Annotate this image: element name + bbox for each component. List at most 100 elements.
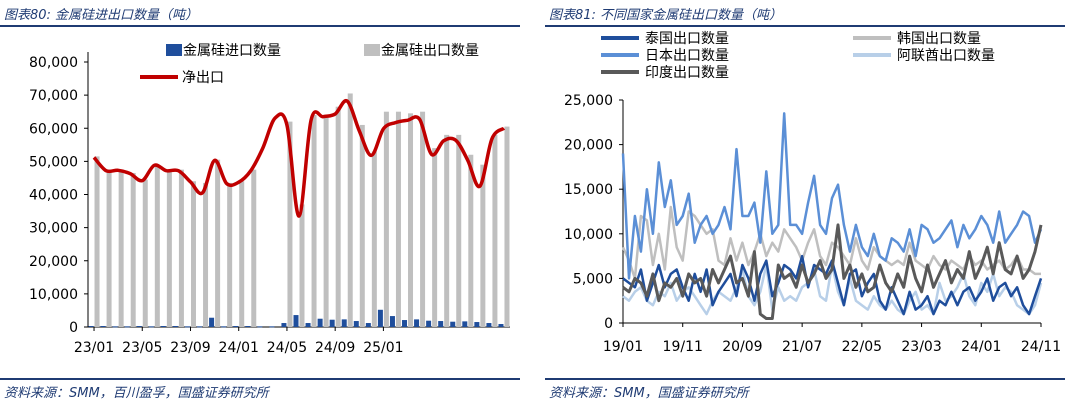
y-tick-label: 40,000 bbox=[29, 188, 78, 204]
export-bar bbox=[190, 181, 196, 327]
import-bar bbox=[160, 326, 166, 328]
import-bar bbox=[389, 316, 395, 327]
x-tick-label: 24/01 bbox=[961, 339, 1001, 355]
net-export-line bbox=[92, 98, 506, 218]
export-bar bbox=[130, 172, 136, 327]
export-bar bbox=[383, 111, 389, 327]
export-bar bbox=[94, 156, 100, 327]
y-tick-label: 0 bbox=[69, 320, 78, 336]
import-bar bbox=[233, 326, 239, 328]
import-bar bbox=[414, 319, 420, 327]
import-bar bbox=[377, 309, 383, 327]
import-bar bbox=[486, 323, 492, 327]
import-bar bbox=[124, 326, 130, 328]
export-bar bbox=[203, 182, 209, 327]
export-bar bbox=[142, 179, 148, 327]
import-bar bbox=[197, 326, 203, 328]
y-tick-label: 10,000 bbox=[29, 287, 78, 303]
x-tick-label: 24/09 bbox=[315, 340, 355, 356]
y-tick-label: 5,000 bbox=[573, 271, 613, 287]
y-tick-label: 60,000 bbox=[29, 121, 78, 137]
left-panel: 图表80: 金属硅进出口数量（吨） 0 10,000 20,000 30,000 40,… bbox=[0, 0, 520, 404]
x-tick-label: 23/05 bbox=[122, 340, 162, 356]
legend-label-uae: 阿联酋出口数量 bbox=[897, 47, 995, 64]
x-tick-label: 20/09 bbox=[722, 339, 762, 355]
export-bar bbox=[468, 154, 474, 327]
y-tick-label: 0 bbox=[604, 316, 613, 332]
export-bar bbox=[166, 169, 172, 327]
import-bar bbox=[281, 323, 287, 327]
x-tick-label: 24/11 bbox=[1021, 339, 1061, 355]
export-bar bbox=[420, 111, 426, 327]
export-bar bbox=[432, 148, 438, 327]
legend-swatch-import bbox=[166, 44, 182, 56]
x-tick-label: 19/01 bbox=[603, 339, 643, 355]
left-source: 资料来源：SMM，百川盈孚，国盛证券研究所 bbox=[4, 386, 269, 401]
right-source: 资料来源：SMM，国盛证券研究所 bbox=[549, 386, 749, 401]
import-bar bbox=[402, 320, 408, 327]
import-bar bbox=[498, 324, 504, 327]
y-tick-label: 50,000 bbox=[29, 154, 78, 170]
legend-label-import: 金属硅进口数量 bbox=[183, 43, 281, 59]
export-bar bbox=[408, 113, 414, 327]
y-tick-label: 70,000 bbox=[29, 88, 78, 104]
y-tick-label: 25,000 bbox=[564, 93, 613, 109]
x-tick-label: 21/07 bbox=[782, 339, 822, 355]
x-tick-label: 24/05 bbox=[267, 340, 307, 356]
import-bar bbox=[221, 326, 227, 328]
import-bar bbox=[269, 326, 275, 328]
export-bar bbox=[480, 164, 486, 327]
export-bar bbox=[154, 164, 160, 327]
export-bar bbox=[178, 169, 184, 327]
series-line-japan bbox=[621, 112, 1043, 280]
legend-label-thailand: 泰国出口数量 bbox=[645, 31, 729, 47]
y-tick-label: 15,000 bbox=[564, 182, 613, 198]
export-bar bbox=[287, 121, 293, 327]
import-bar bbox=[365, 323, 371, 327]
import-bar bbox=[209, 317, 215, 327]
export-bar bbox=[359, 124, 365, 327]
import-bar bbox=[245, 326, 251, 328]
import-bar bbox=[136, 326, 142, 328]
import-bar bbox=[438, 321, 444, 327]
y-tick-label: 30,000 bbox=[29, 221, 78, 237]
y-tick-label: 80,000 bbox=[29, 55, 78, 71]
x-tick-label: 19/11 bbox=[663, 339, 703, 355]
import-bar bbox=[184, 326, 190, 328]
export-bar bbox=[251, 169, 257, 327]
import-bar bbox=[305, 323, 311, 327]
right-top-rule bbox=[545, 25, 1065, 27]
export-bar bbox=[311, 115, 317, 327]
import-bar bbox=[88, 326, 94, 328]
import-bar bbox=[341, 319, 347, 327]
y-tick-label: 20,000 bbox=[29, 254, 78, 270]
import-bar bbox=[474, 322, 480, 327]
import-bar bbox=[293, 315, 299, 327]
export-bar bbox=[118, 169, 124, 327]
series-line-india bbox=[622, 223, 1043, 320]
legend-label-net: 净出口 bbox=[182, 70, 224, 86]
export-bar bbox=[504, 126, 510, 327]
import-bar bbox=[426, 320, 432, 327]
right-chart: 0 5,000 10,000 15,000 20,000 25,000 19/01 19/11… bbox=[564, 31, 1061, 355]
export-bar bbox=[347, 93, 353, 327]
import-bar bbox=[462, 321, 468, 327]
x-tick-label: 23/03 bbox=[901, 339, 941, 355]
left-top-rule bbox=[0, 25, 520, 27]
import-bar bbox=[353, 321, 359, 327]
import-bar bbox=[257, 326, 263, 328]
import-bar bbox=[450, 321, 456, 327]
legend-label-japan: 日本出口数量 bbox=[645, 48, 729, 64]
y-tick-label: 10,000 bbox=[564, 227, 613, 243]
import-bar bbox=[329, 319, 335, 327]
x-tick-label: 23/09 bbox=[170, 340, 210, 356]
export-bar bbox=[299, 204, 305, 327]
right-panel: 图表81: 不同国家金属硅出口数量（吨） 0 5,000 10,000 15,000 2… bbox=[545, 0, 1065, 404]
export-bar bbox=[456, 134, 462, 327]
y-tick-label: 20,000 bbox=[564, 138, 613, 154]
legend-swatch-export bbox=[364, 44, 380, 56]
import-bar bbox=[317, 318, 323, 327]
import-bar bbox=[172, 326, 178, 328]
legend-label-korea: 韩国出口数量 bbox=[897, 31, 981, 47]
export-bar bbox=[444, 134, 450, 327]
